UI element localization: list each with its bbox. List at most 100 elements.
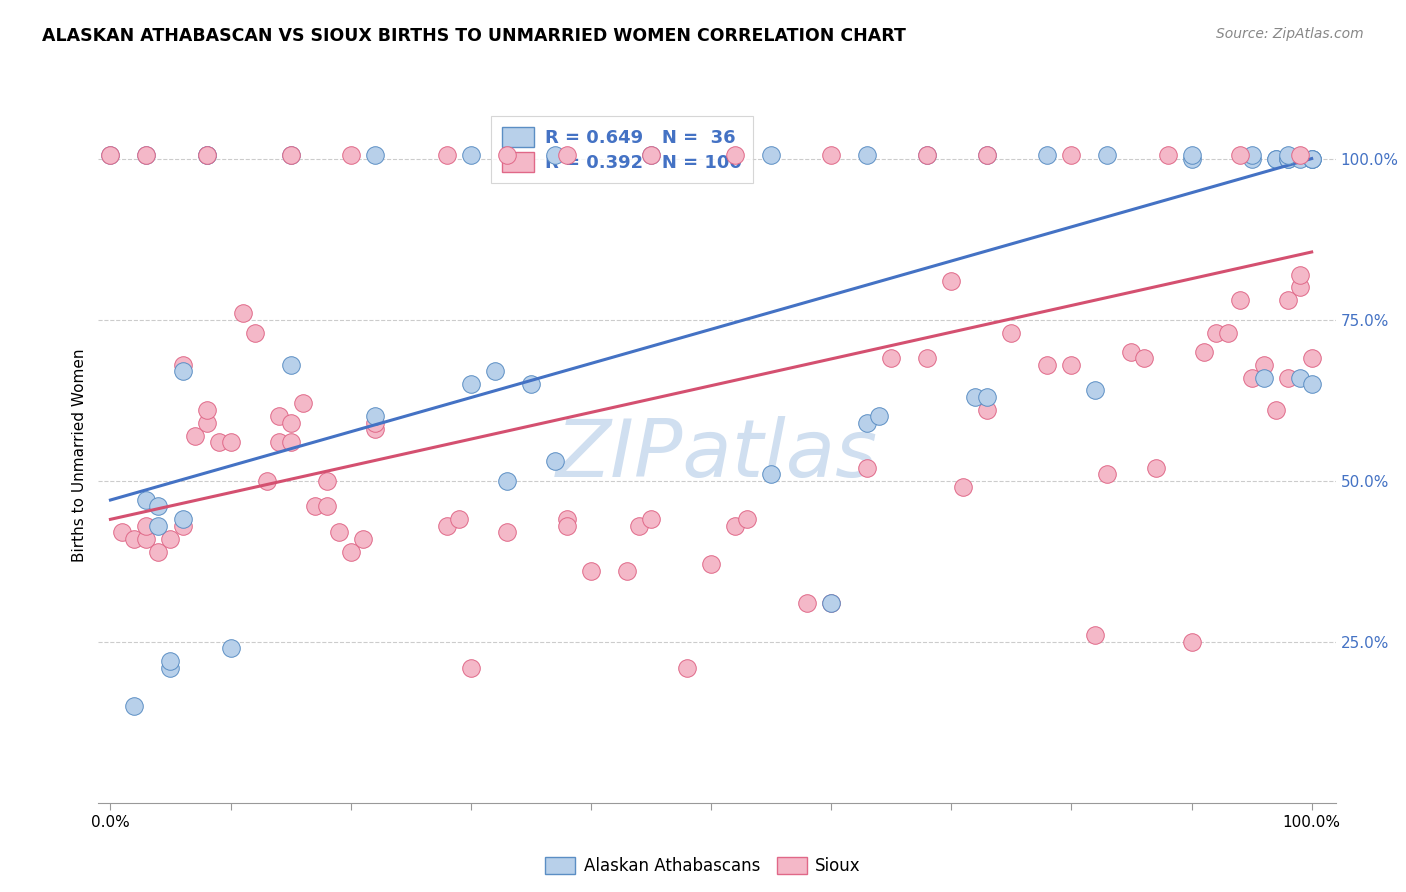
Point (1288, 280, 1310, 294)
Point (195, 148, 218, 162)
Point (148, 518, 170, 533)
Point (495, 525, 517, 540)
Point (1060, 358, 1083, 372)
Point (111, 525, 134, 540)
Point (856, 460, 879, 475)
Point (796, 596, 818, 610)
Point (868, 409, 890, 424)
Point (724, 518, 747, 533)
Point (1156, 148, 1178, 162)
Point (856, 416, 879, 430)
Point (917, 148, 939, 162)
Point (1301, 351, 1323, 366)
Point (100, 148, 122, 162)
Point (304, 500, 326, 514)
Point (759, 148, 782, 162)
Point (1084, 384, 1107, 398)
Point (1264, 402, 1286, 417)
Point (352, 532, 374, 546)
Point (328, 525, 350, 540)
Point (159, 654, 181, 668)
Point (1277, 148, 1299, 162)
Point (159, 660, 181, 674)
Point (460, 148, 482, 162)
Point (579, 564, 602, 578)
Point (436, 518, 458, 533)
Point (1229, 148, 1251, 162)
Point (1097, 467, 1119, 482)
Point (700, 558, 723, 572)
Point (555, 148, 578, 162)
Point (1036, 358, 1059, 372)
Point (1121, 344, 1143, 359)
Point (1277, 293, 1299, 308)
Point (520, 377, 543, 392)
Point (640, 148, 662, 162)
Text: ZIPatlas: ZIPatlas (555, 416, 879, 494)
Point (627, 518, 650, 533)
Point (1288, 152, 1310, 166)
Point (1277, 152, 1299, 166)
Point (484, 364, 506, 378)
Point (1144, 460, 1167, 475)
Point (544, 148, 567, 162)
Point (124, 532, 146, 546)
Point (1180, 634, 1202, 648)
Point (495, 148, 517, 162)
Point (219, 641, 242, 656)
Point (1277, 370, 1299, 384)
Point (172, 364, 194, 378)
Point (436, 148, 458, 162)
Point (315, 500, 337, 514)
Point (183, 428, 205, 442)
Point (447, 512, 470, 526)
Point (135, 518, 157, 533)
Point (172, 518, 194, 533)
Text: Source: ZipAtlas.com: Source: ZipAtlas.com (1216, 27, 1364, 41)
Point (1288, 268, 1310, 282)
Point (724, 148, 747, 162)
Point (1301, 152, 1323, 166)
Point (280, 148, 302, 162)
Point (172, 358, 194, 372)
Point (1097, 148, 1119, 162)
Point (135, 148, 157, 162)
Point (1264, 152, 1286, 166)
Point (100, 148, 122, 162)
Point (1132, 351, 1154, 366)
Point (976, 148, 998, 162)
Point (976, 148, 998, 162)
Point (148, 544, 170, 558)
Point (820, 596, 842, 610)
Point (1205, 326, 1227, 340)
Point (820, 148, 842, 162)
Point (917, 351, 939, 366)
Point (1036, 148, 1059, 162)
Point (339, 544, 361, 558)
Point (195, 148, 218, 162)
Point (1301, 152, 1323, 166)
Point (124, 699, 146, 714)
Point (1060, 148, 1083, 162)
Point (195, 402, 218, 417)
Point (1216, 326, 1239, 340)
Point (1180, 152, 1202, 166)
Point (232, 306, 254, 320)
Point (243, 326, 266, 340)
Point (759, 467, 782, 482)
Point (820, 596, 842, 610)
Point (1240, 148, 1263, 162)
Point (460, 377, 482, 392)
Point (976, 390, 998, 404)
Point (280, 435, 302, 450)
Point (135, 493, 157, 508)
Point (917, 148, 939, 162)
Point (135, 532, 157, 546)
Point (280, 358, 302, 372)
Point (544, 454, 567, 468)
Point (207, 435, 229, 450)
Point (267, 435, 290, 450)
Point (280, 148, 302, 162)
Point (267, 409, 290, 424)
Point (1084, 628, 1107, 642)
